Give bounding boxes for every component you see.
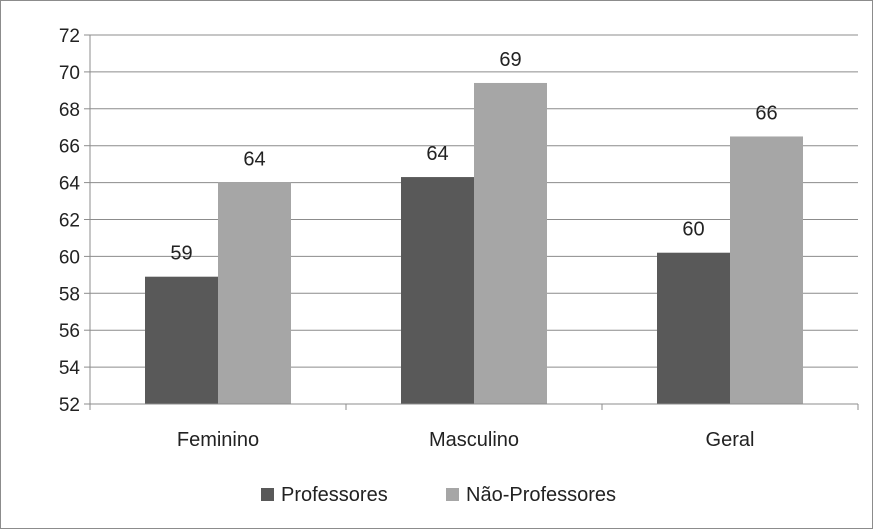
data-label: 66 bbox=[755, 102, 777, 124]
bar-masculino-nao-professores bbox=[474, 82, 547, 404]
y-tick-label: 54 bbox=[59, 358, 81, 379]
bar-geral-nao-professores bbox=[730, 136, 803, 404]
legend: Professores Não-Professores bbox=[261, 484, 616, 506]
data-label: 64 bbox=[426, 143, 448, 165]
category-label-feminino: Feminino bbox=[177, 429, 259, 451]
labels: 52 54 56 58 60 62 64 66 68 70 72 59 64 Feminino 64 69 Ma… bbox=[59, 26, 778, 451]
legend-swatch-professores bbox=[261, 488, 274, 501]
legend-label-professores: Professores bbox=[281, 484, 388, 506]
y-tick-label: 70 bbox=[59, 63, 80, 84]
data-label: 59 bbox=[170, 243, 192, 265]
y-tick-label: 58 bbox=[59, 284, 80, 305]
legend-label-nao-professores: Não-Professores bbox=[466, 484, 616, 506]
y-tick-label: 52 bbox=[59, 395, 80, 416]
y-tick-label: 68 bbox=[59, 100, 80, 121]
bars bbox=[145, 82, 803, 404]
y-tick-label: 64 bbox=[59, 174, 81, 195]
category-label-masculino: Masculino bbox=[429, 429, 519, 451]
axes bbox=[89, 35, 858, 405]
y-tick-label: 66 bbox=[59, 137, 80, 158]
legend-swatch-nao-professores bbox=[446, 488, 459, 501]
bar-feminino-professores bbox=[145, 276, 218, 404]
bar-feminino-nao-professores bbox=[218, 182, 291, 404]
bar-geral-professores bbox=[657, 252, 730, 404]
y-tick-label: 56 bbox=[59, 321, 80, 342]
category-label-geral: Geral bbox=[706, 429, 755, 451]
data-label: 69 bbox=[499, 49, 521, 71]
bar-masculino-professores bbox=[401, 177, 474, 404]
y-tick-label: 60 bbox=[59, 247, 80, 268]
y-tick-label: 72 bbox=[59, 26, 80, 47]
data-label: 64 bbox=[243, 149, 265, 171]
y-tick-label: 62 bbox=[59, 211, 80, 232]
data-label: 60 bbox=[682, 219, 704, 241]
